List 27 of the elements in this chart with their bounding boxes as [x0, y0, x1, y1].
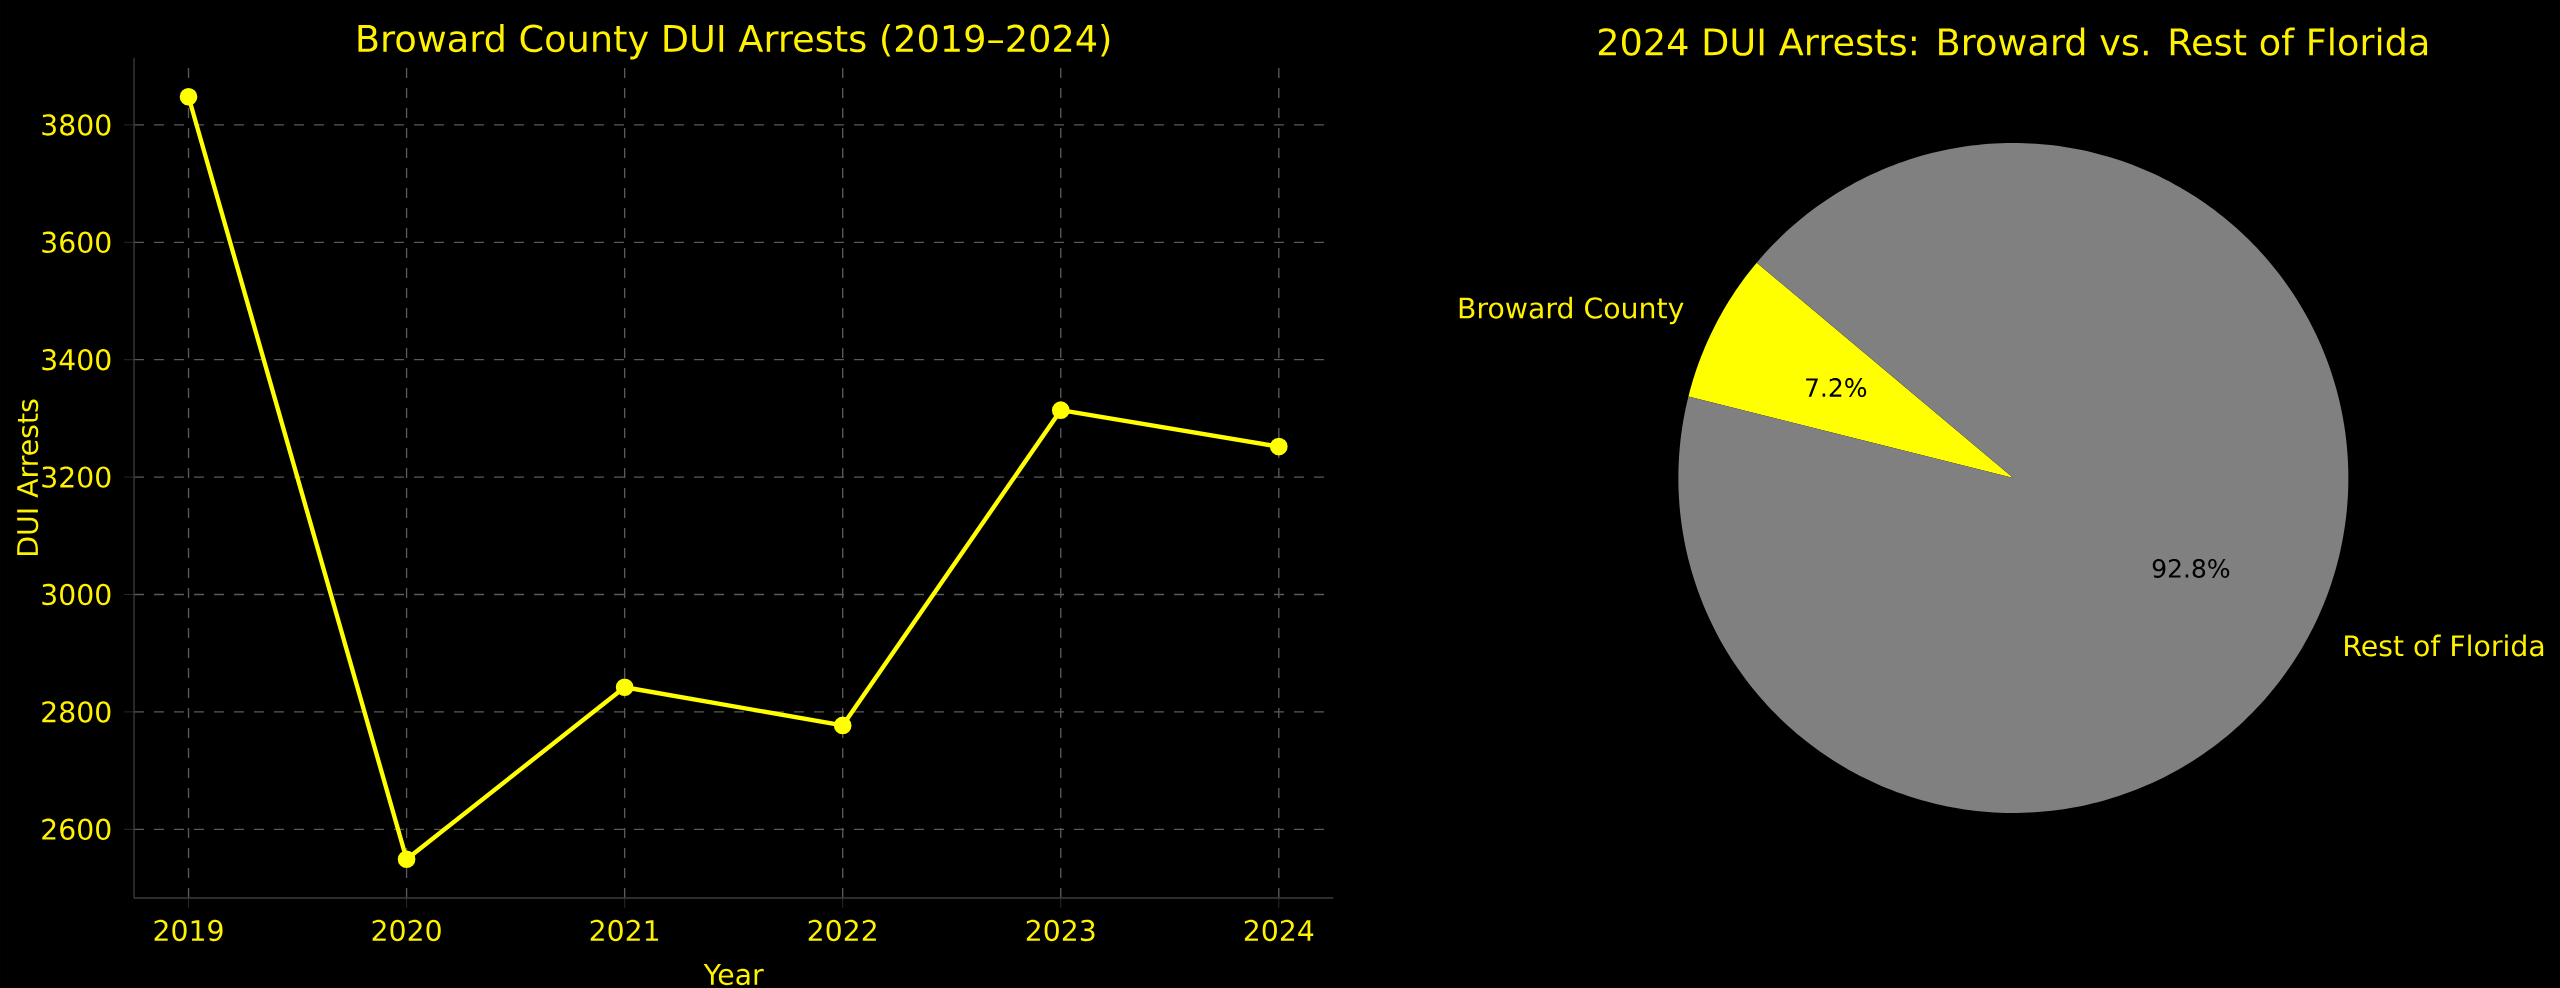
x-axis-title: Year: [703, 964, 764, 986]
slice-label: Rest of Florida: [2345, 634, 2544, 657]
point: [1269, 437, 1288, 456]
point: [615, 678, 634, 697]
data-label: 92.8%: [2152, 558, 2230, 578]
slice-label: Broward County: [1459, 296, 1684, 325]
y-tick-label: 3600: [42, 231, 111, 254]
chart-title: 2024 DUI Arrests: Broward vs. Rest of Florida: [1598, 27, 2428, 56]
x-tick-label: 2022: [808, 919, 876, 942]
x-tick-label: 2023: [1026, 919, 1095, 942]
y-tick-label: 3200: [42, 466, 111, 488]
y-tick-label: 3400: [42, 349, 111, 371]
data-label: 7.2%: [1806, 378, 1867, 397]
x-tick-label: 2021: [590, 919, 659, 942]
x-tick-label: 2024: [1244, 919, 1314, 942]
point: [833, 716, 852, 735]
y-tick-label: 3800: [42, 114, 111, 136]
x-tick-label: 2020: [372, 919, 441, 942]
point: [397, 850, 416, 869]
chart-title: Broward County DUI Arrests (2019–2024): [358, 23, 1110, 60]
y-tick-label: 3000: [42, 583, 111, 606]
y-axis-title: DUI Arrests: [17, 399, 39, 555]
x-tick-label: 2019: [154, 919, 223, 942]
point: [179, 87, 198, 106]
y-tick-label: 2800: [42, 701, 111, 723]
y-tick-label: 2600: [42, 818, 111, 841]
point: [1051, 401, 1070, 420]
